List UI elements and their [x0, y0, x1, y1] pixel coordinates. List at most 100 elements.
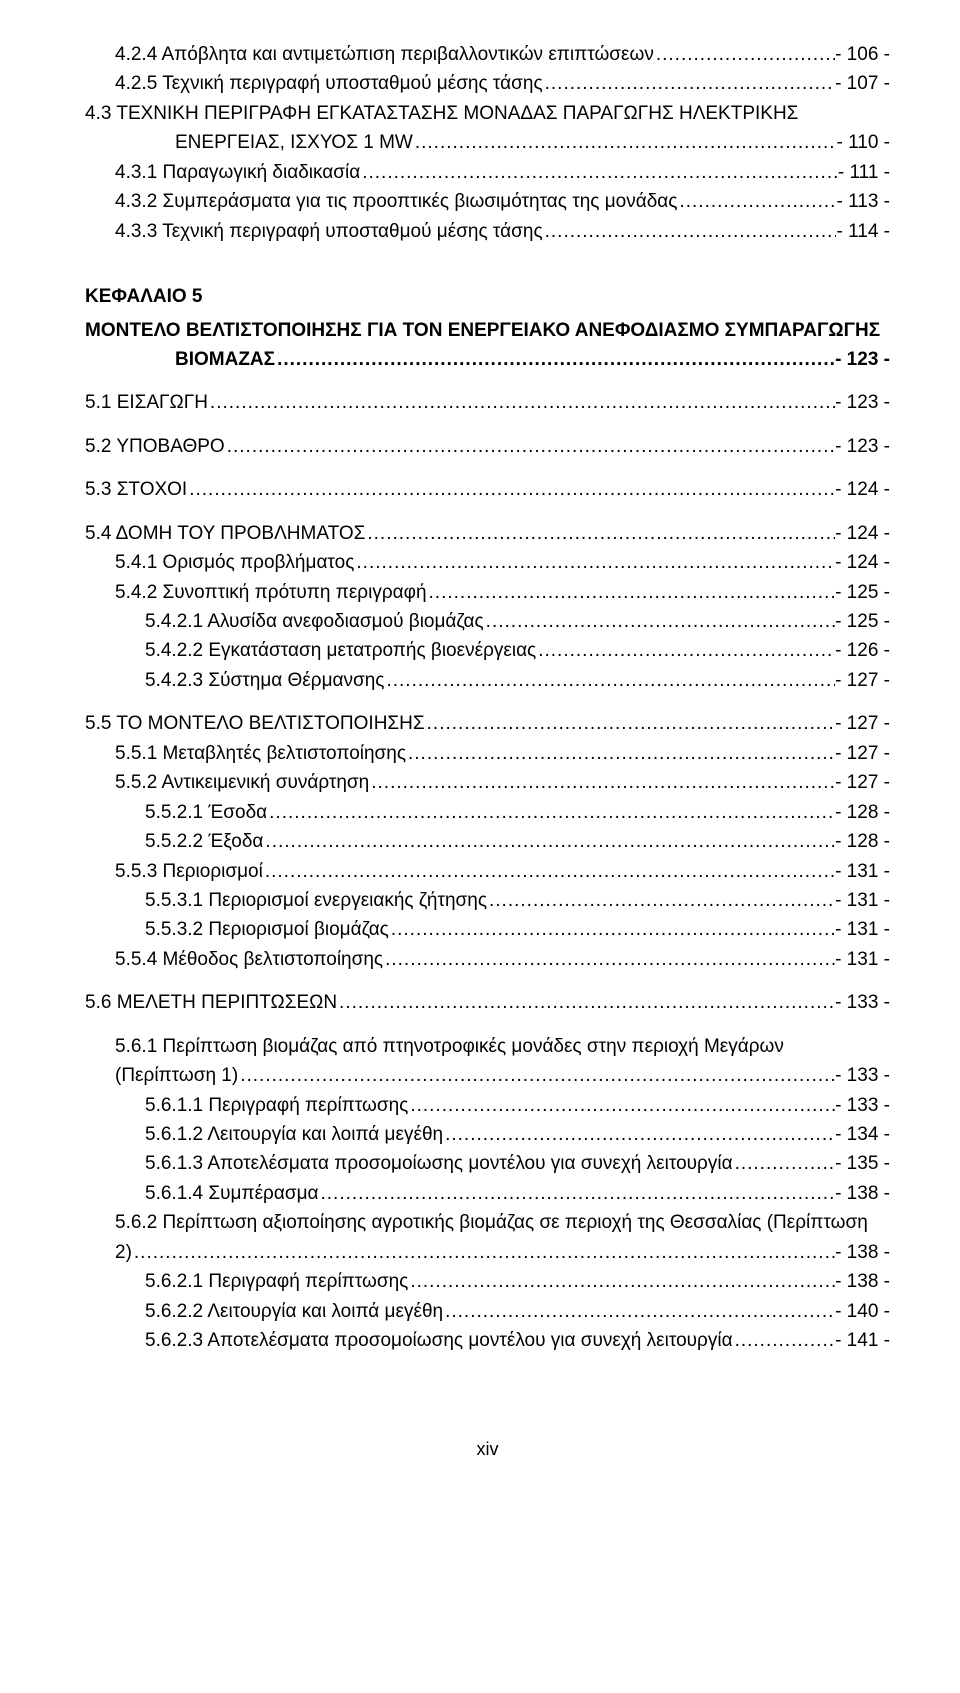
toc-leader-dots: ........................................…: [484, 607, 835, 636]
spacer: [85, 461, 890, 475]
toc-leader-dots: ........................................…: [427, 578, 836, 607]
toc-entry: 4.3.3 Τεχνική περιγραφή υποσταθμού μέσης…: [85, 217, 890, 246]
toc-leader-dots: ........................................…: [406, 739, 835, 768]
toc-label: 4.3.3 Τεχνική περιγραφή υποσταθμού μέσης…: [115, 217, 543, 246]
toc-entry: 5.6.1.2 Λειτουργία και λοιπά μεγέθη.....…: [85, 1120, 890, 1149]
toc-entry: 5.5.2.1 Έσοδα...........................…: [85, 798, 890, 827]
toc-page: - 124 -: [835, 548, 890, 577]
toc-label: 5.5.3.1 Περιορισμοί ενεργειακής ζήτησης: [145, 886, 487, 915]
toc-label: 4.3.1 Παραγωγική διαδικασία: [115, 158, 360, 187]
toc-leader-dots: ........................................…: [543, 217, 837, 246]
toc-page: - 111 -: [838, 158, 890, 187]
spacer: [85, 974, 890, 988]
toc-page: - 124 -: [835, 519, 890, 548]
toc-leader-dots: ........................................…: [389, 915, 835, 944]
toc-entry: 5.5 ΤΟ ΜΟΝΤΕΛΟ ΒΕΛΤΙΣΤΟΠΟΙΗΣΗΣ..........…: [85, 709, 890, 738]
toc-leader-dots: ........................................…: [654, 40, 835, 69]
toc-entry: 5.6.1.4 Συμπέρασμα......................…: [85, 1179, 890, 1208]
toc-entry: 5.5.1 Μεταβλητές βελτιστοποίησης........…: [85, 739, 890, 768]
toc-label: 5.5.2.2 Έξοδα: [145, 827, 263, 856]
toc-leader-dots: ........................................…: [733, 1149, 836, 1178]
toc-wrapped-line: 5.6.1 Περίπτωση βιομάζας από πτηνοτροφικ…: [85, 1032, 890, 1061]
toc-page: - 138 -: [835, 1267, 890, 1296]
toc-label: 5.1 ΕΙΣΑΓΩΓΗ: [85, 388, 208, 417]
toc-page: - 114 -: [836, 217, 890, 246]
toc-page: - 128 -: [835, 827, 890, 856]
toc-page: - 107 -: [835, 69, 890, 98]
toc-entry: 5.6.1.3 Αποτελέσματα προσομοίωσης μοντέλ…: [85, 1149, 890, 1178]
toc-entry: 4.3.1 Παραγωγική διαδικασία.............…: [85, 158, 890, 187]
spacer: [85, 418, 890, 432]
toc-entry: 5.6 ΜΕΛΕΤΗ ΠΕΡΙΠΤΩΣΕΩΝ..................…: [85, 988, 890, 1017]
toc-leader-dots: ........................................…: [365, 519, 835, 548]
toc-entry: ΕΝΕΡΓΕΙΑΣ, ΙΣΧΥΟΣ 1 MW..................…: [85, 128, 890, 157]
toc-page: - 138 -: [835, 1238, 890, 1267]
toc-page: - 141 -: [835, 1326, 890, 1355]
toc-page: - 140 -: [835, 1297, 890, 1326]
toc-label: 5.4.2.2 Εγκατάσταση μετατροπής βιοενέργε…: [145, 636, 536, 665]
toc-leader-dots: ........................................…: [733, 1326, 836, 1355]
toc-label: 5.6.1.1 Περιγραφή περίπτωσης: [145, 1091, 408, 1120]
spacer: [85, 246, 890, 282]
chapter-subtitle-label: ΒΙΟΜΑΖΑΣ: [175, 345, 275, 374]
toc-page: - 133 -: [835, 1091, 890, 1120]
toc-leader-dots: ........................................…: [263, 827, 835, 856]
toc-label: 5.4.2.1 Αλυσίδα ανεφοδιασμού βιομάζας: [145, 607, 484, 636]
toc-entry: 5.4 ΔΟΜΗ ΤΟΥ ΠΡΟΒΛΗΜΑΤΟΣ................…: [85, 519, 890, 548]
toc-leader-dots: ........................................…: [275, 345, 835, 374]
toc-label: 5.3 ΣΤΟΧΟΙ: [85, 475, 187, 504]
toc-label: 5.6 ΜΕΛΕΤΗ ΠΕΡΙΠΤΩΣΕΩΝ: [85, 988, 337, 1017]
toc-label: 5.6.2.1 Περιγραφή περίπτωσης: [145, 1267, 408, 1296]
toc-page: - 134 -: [835, 1120, 890, 1149]
toc-leader-dots: ........................................…: [369, 768, 835, 797]
toc-label: 5.5 ΤΟ ΜΟΝΤΕΛΟ ΒΕΛΤΙΣΤΟΠΟΙΗΣΗΣ: [85, 709, 425, 738]
toc-entry: (Περίπτωση 1)...........................…: [85, 1061, 890, 1090]
toc-entry: 5.2 ΥΠΟΒΑΘΡΟ............................…: [85, 432, 890, 461]
toc-leader-dots: ........................................…: [225, 432, 835, 461]
toc-entry: 5.4.2.1 Αλυσίδα ανεφοδιασμού βιομάζας...…: [85, 607, 890, 636]
toc-leader-dots: ........................................…: [487, 886, 835, 915]
toc-page: - 123 -: [835, 388, 890, 417]
toc-entry: 5.6.2.3 Αποτελέσματα προσομοίωσης μοντέλ…: [85, 1326, 890, 1355]
toc-entry: 5.3 ΣΤΟΧΟΙ..............................…: [85, 475, 890, 504]
toc-label: 5.4 ΔΟΜΗ ΤΟΥ ΠΡΟΒΛΗΜΑΤΟΣ: [85, 519, 365, 548]
toc-label: 4.3.2 Συμπεράσματα για τις προοπτικές βι…: [115, 187, 677, 216]
toc-wrapped-line: 5.6.2 Περίπτωση αξιοποίησης αγροτικής βι…: [85, 1208, 890, 1237]
toc-label: 5.6.1.4 Συμπέρασμα: [145, 1179, 319, 1208]
toc-entry: 5.4.2 Συνοπτική πρότυπη περιγραφή.......…: [85, 578, 890, 607]
toc-entry: 5.6.1.1 Περιγραφή περίπτωσης............…: [85, 1091, 890, 1120]
toc-leader-dots: ........................................…: [187, 475, 835, 504]
toc-page: - 131 -: [835, 915, 890, 944]
toc-label: 4.2.4 Απόβλητα και αντιμετώπιση περιβαλλ…: [115, 40, 654, 69]
toc-page: - 127 -: [835, 709, 890, 738]
toc-label: 5.6.1.2 Λειτουργία και λοιπά μεγέθη: [145, 1120, 443, 1149]
toc-page: - 106 -: [835, 40, 890, 69]
toc-page: - 126 -: [835, 636, 890, 665]
toc-page: - 131 -: [835, 886, 890, 915]
toc-page: - 127 -: [835, 768, 890, 797]
toc-leader-dots: ........................................…: [360, 158, 838, 187]
toc-entry: 5.5.4 Μέθοδος βελτιστοποίησης...........…: [85, 945, 890, 974]
toc-label: 5.5.1 Μεταβλητές βελτιστοποίησης: [115, 739, 406, 768]
toc-entry: 5.6.2.1 Περιγραφή περίπτωσης............…: [85, 1267, 890, 1296]
toc-leader-dots: ........................................…: [384, 666, 835, 695]
toc-leader-dots: ........................................…: [354, 548, 835, 577]
toc-label: 5.5.2.1 Έσοδα: [145, 798, 267, 827]
chapter-subtitle-row: ΒΙΟΜΑΖΑΣ................................…: [85, 345, 890, 374]
toc-label: 5.5.3 Περιορισμοί: [115, 857, 263, 886]
toc-page: - 125 -: [835, 578, 890, 607]
toc-entry: 2)......................................…: [85, 1238, 890, 1267]
toc-page: - 133 -: [835, 988, 890, 1017]
toc-label: 5.6.2.2 Λειτουργία και λοιπά μεγέθη: [145, 1297, 443, 1326]
toc-label: 5.2 ΥΠΟΒΑΘΡΟ: [85, 432, 225, 461]
toc-page: - 138 -: [835, 1179, 890, 1208]
toc-page: - 131 -: [835, 857, 890, 886]
toc-page: - 110 -: [836, 128, 890, 157]
toc-leader-dots: ........................................…: [443, 1297, 835, 1326]
toc-leader-dots: ........................................…: [408, 1091, 835, 1120]
toc-leader-dots: ........................................…: [267, 798, 835, 827]
toc-leader-dots: ........................................…: [132, 1238, 835, 1267]
toc-entry: 5.1 ΕΙΣΑΓΩΓΗ............................…: [85, 388, 890, 417]
toc-leader-dots: ........................................…: [383, 945, 835, 974]
toc-leader-dots: ........................................…: [337, 988, 835, 1017]
